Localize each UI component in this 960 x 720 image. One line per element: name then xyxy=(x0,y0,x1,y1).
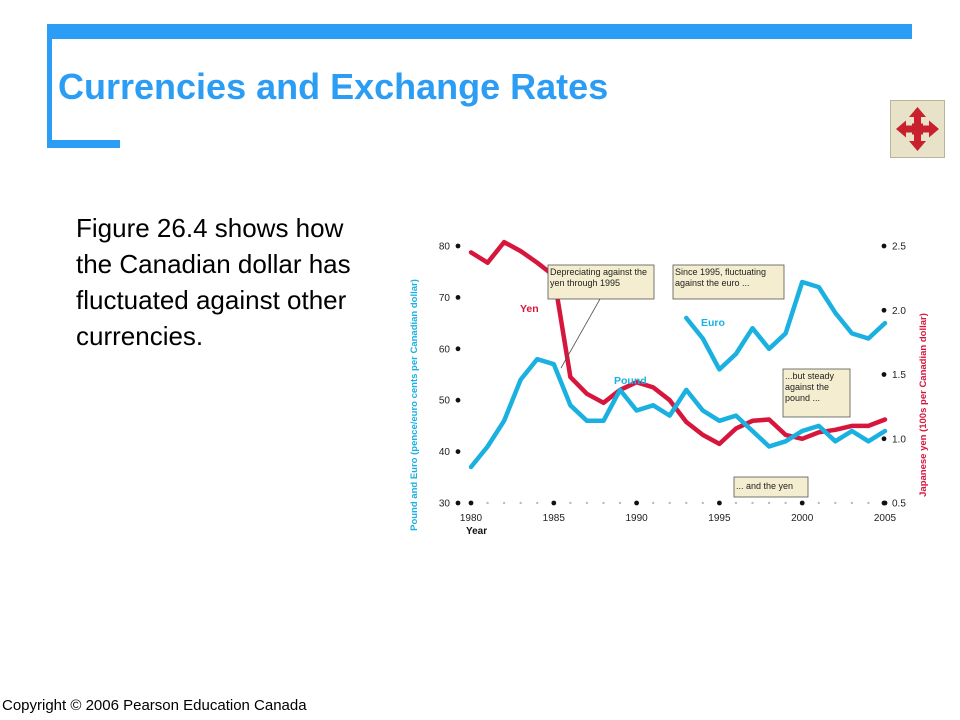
y-left-tick-dot xyxy=(455,295,461,300)
x-grid-dot xyxy=(569,501,572,505)
y-right-tick-label: 2.0 xyxy=(892,306,906,317)
y-right-tick-dot xyxy=(881,307,887,313)
x-grid-dot xyxy=(585,501,589,505)
x-grid-dot xyxy=(551,500,557,506)
y-left-tick-dot xyxy=(455,243,461,249)
x-grid-dot xyxy=(767,501,771,505)
x-grid-dot xyxy=(519,501,522,505)
annotation-yen-steady: ... and the yen xyxy=(733,476,809,498)
x-grid-dot xyxy=(468,500,474,506)
x-grid-dot xyxy=(867,501,870,505)
x-tick-label: 2000 xyxy=(791,513,814,524)
x-grid-dot xyxy=(502,501,506,505)
x-axis-label: Year xyxy=(466,526,487,537)
series-line-yen xyxy=(468,239,888,447)
title-accent-bar-bottom xyxy=(47,140,120,148)
y-left-tick-dot xyxy=(455,500,461,506)
x-grid-dot xyxy=(784,501,787,505)
x-grid-dot xyxy=(486,501,489,505)
x-grid-dot xyxy=(799,500,805,506)
page-title: Currencies and Exchange Rates xyxy=(58,66,609,107)
x-grid-dot xyxy=(734,501,738,505)
copyright-text: Copyright © 2006 Pearson Education Canad… xyxy=(2,697,307,714)
x-grid-dot xyxy=(701,501,705,505)
x-grid-dot xyxy=(817,501,820,505)
x-tick-label: 1995 xyxy=(708,513,731,524)
body-text: Figure 26.4 shows how the Canadian dolla… xyxy=(76,213,351,351)
y-right-tick-dot xyxy=(881,500,887,506)
x-grid-dot xyxy=(751,501,754,505)
y-left-tick-label: 50 xyxy=(439,396,451,407)
y-right-tick-label: 2.5 xyxy=(892,242,906,253)
x-grid-dot xyxy=(634,500,639,506)
y-left-tick-label: 70 xyxy=(439,293,451,304)
series-label-yen: Yen xyxy=(520,303,539,315)
y-left-tick-label: 40 xyxy=(439,447,451,458)
annotation-yen-depreciation: Depreciating against the yen through 199… xyxy=(547,264,655,300)
series-line-pound xyxy=(468,356,888,470)
y-right-tick-dot xyxy=(881,243,887,249)
x-grid-dot xyxy=(618,501,622,505)
y-left-tick-label: 60 xyxy=(439,344,451,355)
x-grid-dot xyxy=(834,501,837,505)
title-accent-bar-top xyxy=(47,24,912,39)
annotation-pound-steady: ...but steady against the pound ... xyxy=(782,368,851,418)
navigation-button[interactable] xyxy=(890,100,945,158)
x-tick-label: 2005 xyxy=(874,513,897,524)
x-grid-dot xyxy=(668,501,671,505)
y-right-tick-label: 1.5 xyxy=(892,370,906,381)
y-left-tick-dot xyxy=(455,397,461,403)
x-tick-label: 1980 xyxy=(460,513,483,524)
x-grid-dot xyxy=(651,501,655,505)
x-grid-dot xyxy=(717,500,722,506)
x-grid-dot xyxy=(602,501,605,505)
series-label-pound: Pound xyxy=(614,375,647,387)
y-axis-label-right: Japanese yen (100s per Canadian dollar) xyxy=(918,313,929,497)
x-tick-label: 1990 xyxy=(625,513,648,524)
x-grid-dot xyxy=(536,501,539,505)
y-axis-label-left: Pound and Euro (pence/euro cents per Can… xyxy=(409,279,420,531)
y-left-tick-label: 80 xyxy=(439,242,451,253)
four-way-arrows-icon xyxy=(896,107,939,151)
y-right-tick-dot xyxy=(881,436,887,442)
x-grid-dot xyxy=(850,501,854,505)
y-left-tick-label: 30 xyxy=(439,499,451,510)
x-tick-label: 1985 xyxy=(543,513,566,524)
y-right-tick-label: 0.5 xyxy=(892,499,906,510)
series-label-euro: Euro xyxy=(701,317,725,329)
series-line-euro xyxy=(684,279,888,372)
annotation-euro-fluctuation: Since 1995, fluctuating against the euro… xyxy=(672,264,785,300)
title-accent-bar-left xyxy=(47,24,52,148)
x-grid-dot xyxy=(685,501,688,505)
y-left-tick-dot xyxy=(455,449,461,454)
y-left-tick-dot xyxy=(455,346,461,352)
y-right-tick-label: 1.0 xyxy=(892,434,906,445)
y-right-tick-dot xyxy=(881,372,887,377)
exchange-rate-chart: 1980 1985 1990 1995 2000 2005 30 40 50 60 70 80 0.5 1… xyxy=(409,239,929,537)
